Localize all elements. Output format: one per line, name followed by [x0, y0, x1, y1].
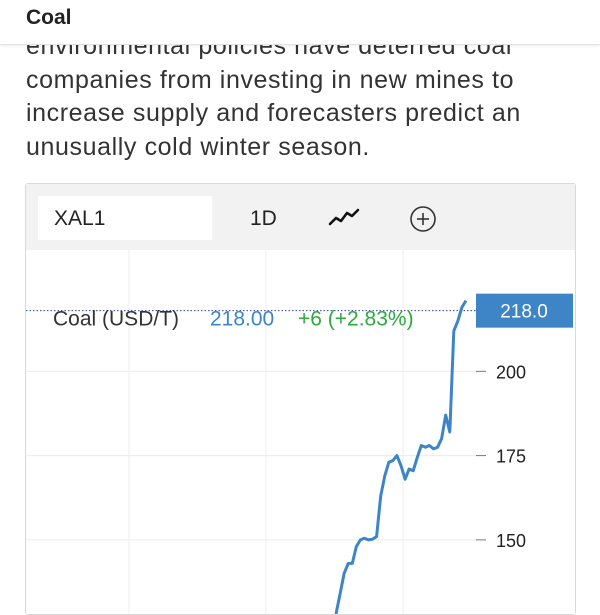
article-line: unusually cold winter season. — [26, 132, 370, 161]
price-line — [334, 299, 468, 614]
add-indicator-icon[interactable] — [409, 205, 437, 233]
y-tick-label: 200 — [496, 362, 526, 382]
line-style-icon[interactable] — [328, 207, 360, 229]
chart-plot-area[interactable]: 200 175 150 218.0 Coal (USD/T) 218.00 +6 (+2.8… — [26, 250, 575, 614]
article-line: companies from investing in new mines to — [26, 65, 515, 94]
header-bar: Coal — [0, 0, 600, 45]
timeframe-button[interactable]: 1D — [250, 207, 277, 230]
article-line: increase supply and forecasters predict … — [26, 99, 521, 127]
plot-background — [26, 250, 476, 614]
y-tick-label: 175 — [496, 447, 526, 467]
symbol-search-field[interactable]: XAL1 — [38, 196, 212, 240]
legend-change: +6 (+2.83%) — [298, 308, 414, 331]
legend-series-name: Coal (USD/T) — [53, 308, 179, 331]
page-title: Coal — [26, 6, 72, 29]
chart-toolbar: XAL1 1D — [26, 184, 575, 250]
y-tick-label: 150 — [496, 531, 526, 551]
price-chart[interactable]: 200 175 150 218.0 Coal (USD/T) 218.00 +6 (+2.8… — [26, 250, 575, 614]
legend-value: 218.00 — [210, 308, 274, 331]
chart-widget: XAL1 1D 200 175 150 218.0 Coal (USD/T) 218.00… — [25, 183, 576, 615]
article-body: environmental policies have deterred coa… — [26, 30, 576, 164]
last-price-tag — [476, 293, 573, 328]
symbol-text: XAL1 — [54, 207, 106, 230]
last-price-tag-label: 218.0 — [500, 302, 548, 323]
